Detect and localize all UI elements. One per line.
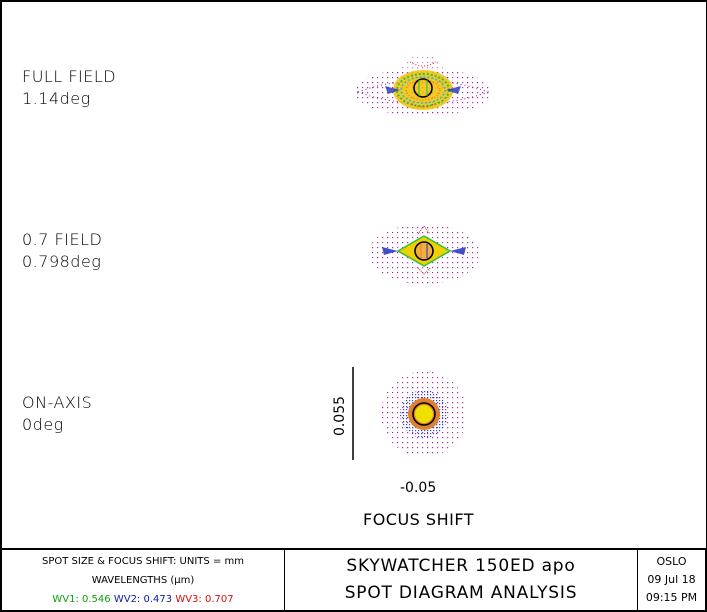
spot-0-7-field bbox=[368, 224, 480, 284]
time: 09:15 PM bbox=[645, 591, 698, 604]
wv3-label: WV3: bbox=[175, 593, 202, 605]
scale-bar-label: 0.055 bbox=[332, 392, 352, 442]
field-angle: 0deg bbox=[22, 415, 64, 434]
wv3-value: 0.707 bbox=[204, 593, 234, 605]
title-cell: SKYWATCHER 150ED apo SPOT DIAGRAM ANALYS… bbox=[285, 550, 638, 610]
airy-disk-0-7 bbox=[414, 241, 434, 261]
field-label-0-7: 0.7 FIELD 0.798deg bbox=[22, 229, 102, 273]
lens-title: SKYWATCHER 150ED apo bbox=[346, 556, 576, 576]
field-angle: 1.14deg bbox=[22, 89, 91, 108]
wavelength-list: WV1: 0.546 WV2: 0.473 WV3: 0.707 bbox=[52, 590, 233, 609]
spot-on-axis bbox=[381, 371, 467, 457]
analysis-title: SPOT DIAGRAM ANALYSIS bbox=[344, 583, 578, 603]
wavelengths-line: WAVELENGTHS (μm) bbox=[91, 574, 195, 586]
date: 09 Jul 18 bbox=[647, 573, 696, 586]
field-name: FULL FIELD bbox=[22, 67, 117, 86]
field-label-on-axis: ON-AXIS 0deg bbox=[22, 392, 92, 436]
wv1-value: 0.546 bbox=[82, 593, 111, 605]
spot-full-field bbox=[355, 55, 491, 116]
units-cell: SPOT SIZE & FOCUS SHIFT: UNITS = mm WAVE… bbox=[2, 550, 285, 610]
units-line: SPOT SIZE & FOCUS SHIFT: UNITS = mm bbox=[42, 555, 244, 567]
footer-panel: SPOT SIZE & FOCUS SHIFT: UNITS = mm WAVE… bbox=[0, 548, 707, 612]
spot-diagram-canvas bbox=[352, 55, 491, 460]
wv2-value: 0.473 bbox=[143, 593, 173, 605]
field-name: ON-AXIS bbox=[22, 393, 93, 412]
wv1-label: WV1: bbox=[52, 593, 79, 605]
scale-bar-value: 0.055 bbox=[332, 395, 349, 437]
wv2-label: WV2: bbox=[113, 593, 141, 605]
field-name: 0.7 FIELD bbox=[22, 230, 103, 249]
meta-cell: OSLO 09 Jul 18 09:15 PM bbox=[638, 550, 705, 610]
field-angle: 0.798deg bbox=[22, 252, 102, 271]
program-name: OSLO bbox=[656, 555, 687, 568]
airy-disk-full bbox=[413, 78, 433, 98]
field-label-full: FULL FIELD 1.14deg bbox=[22, 66, 116, 110]
focus-shift-label: FOCUS SHIFT bbox=[363, 510, 475, 529]
focus-shift-value: -0.05 bbox=[400, 480, 437, 496]
airy-disk-on-axis bbox=[412, 402, 436, 426]
